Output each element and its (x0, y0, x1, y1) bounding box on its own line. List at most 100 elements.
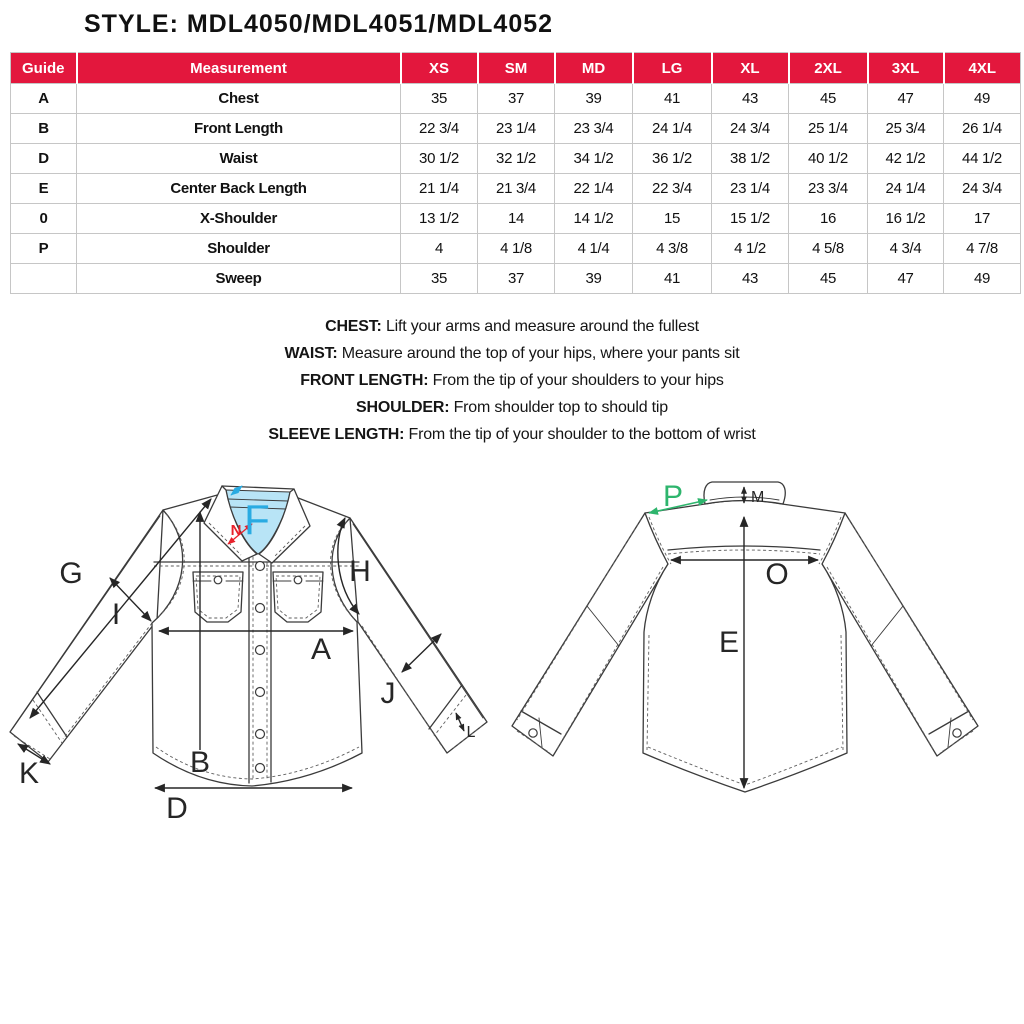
stitching (361, 625, 444, 749)
value-cell: 38 1/2 (711, 143, 789, 174)
value-cell: 15 1/2 (711, 203, 789, 234)
label-M: M (751, 489, 764, 506)
value-cell: 4 5/8 (788, 233, 868, 264)
instruction-label: CHEST: (325, 318, 382, 335)
value-cell: 24 1/4 (632, 113, 712, 144)
instruction-label: SLEEVE LENGTH: (268, 426, 405, 443)
label-L: L (467, 724, 476, 741)
value-cell: 43 (711, 263, 789, 294)
instruction-label: SHOULDER: (356, 399, 450, 416)
button (254, 560, 266, 572)
stitching (646, 634, 844, 751)
instruction-line: CHEST: Lift your arms and measure around… (0, 313, 1024, 340)
value-cell: 49 (943, 83, 1021, 114)
value-cell: 23 3/4 (788, 173, 868, 204)
column-header-guide: Guide (10, 52, 77, 84)
value-cell: 14 1/2 (554, 203, 633, 234)
label-I: I (112, 598, 120, 631)
value-cell: 39 (554, 83, 633, 114)
value-cell: 42 1/2 (867, 143, 944, 174)
button (254, 602, 266, 614)
value-cell: 37 (477, 263, 555, 294)
measurement-cell: Center Back Length (76, 173, 401, 204)
column-header-2xl: 2XL (787, 52, 868, 84)
stitching (648, 516, 842, 565)
value-cell: 32 1/2 (477, 143, 555, 174)
shirt-measurement-diagram: G F N I H A B J K L D (9, 480, 979, 825)
table-row: Sweep 35 37 39 41 43 45 47 49 (10, 263, 1021, 294)
stitching (667, 549, 821, 555)
value-cell: 13 1/2 (400, 203, 478, 234)
label-F: F (244, 496, 270, 543)
button (254, 728, 266, 740)
value-cell: 45 (788, 83, 868, 114)
instruction-text: Measure around the top of your hips, whe… (341, 345, 740, 362)
instruction-line: FRONT LENGTH: From the tip of your shoul… (0, 367, 1024, 394)
value-cell: 23 1/4 (711, 173, 789, 204)
stitching (208, 522, 306, 558)
label-O: O (765, 558, 788, 591)
table-row: E Center Back Length 21 1/4 21 3/4 22 1/… (10, 173, 1021, 204)
guide-cell: A (10, 83, 77, 114)
stitching (451, 725, 483, 750)
value-cell: 24 3/4 (711, 113, 789, 144)
size-chart-table: Guide Measurement XS SM MD LG XL 2XL 3XL… (10, 52, 1021, 294)
value-cell: 44 1/2 (943, 143, 1021, 174)
value-cell: 4 (400, 233, 478, 264)
value-cell: 4 1/4 (554, 233, 633, 264)
value-cell: 16 1/2 (867, 203, 944, 234)
value-cell: 17 (943, 203, 1021, 234)
value-cell: 21 3/4 (477, 173, 555, 204)
value-cell: 35 (400, 263, 478, 294)
value-cell: 4 7/8 (943, 233, 1021, 264)
cuff-slit (947, 717, 952, 748)
value-cell: 49 (943, 263, 1021, 294)
guide-cell: 0 (10, 203, 77, 234)
collar-right-point (258, 488, 311, 564)
instruction-text: Lift your arms and measure around the fu… (385, 318, 699, 335)
instruction-text: From the tip of your shoulder to the bot… (408, 426, 756, 443)
front-left-sleeve (9, 509, 164, 763)
arrow-L-cuff-width (455, 712, 465, 732)
table-row: B Front Length 22 3/4 23 1/4 23 3/4 24 1… (10, 113, 1021, 144)
label-A: A (311, 633, 331, 666)
cuff-button (952, 728, 962, 738)
elbow-seam (870, 605, 904, 647)
label-B: B (190, 746, 210, 779)
page-title: STYLE: MDL4050/MDL4051/MDL4052 (84, 10, 554, 38)
label-G: G (59, 557, 82, 590)
back-view-diagram: P M O E (511, 480, 979, 793)
measurement-cell: Sweep (76, 263, 401, 294)
value-cell: 25 1/4 (788, 113, 868, 144)
value-cell: 22 3/4 (400, 113, 478, 144)
value-cell: 45 (788, 263, 868, 294)
value-cell: 43 (711, 83, 789, 114)
back-right-cuff-seam (928, 710, 970, 735)
collar-stand-line (227, 498, 289, 510)
cuff-slit (538, 717, 543, 748)
value-cell: 24 1/4 (867, 173, 944, 204)
column-header-md: MD (553, 52, 633, 84)
value-cell: 47 (867, 83, 944, 114)
instruction-label: WAIST: (284, 345, 338, 362)
front-right-cuff-seam (428, 684, 463, 730)
header-row: Guide Measurement XS SM MD LG XL 2XL 3XL… (10, 52, 1021, 84)
arrow-F-collar (230, 485, 243, 496)
button (254, 644, 266, 656)
pocket-button (293, 575, 303, 585)
column-header-4xl: 4XL (942, 52, 1021, 84)
table-row: P Shoulder 4 4 1/8 4 1/4 4 3/8 4 1/2 4 5… (10, 233, 1021, 264)
value-cell: 30 1/2 (400, 143, 478, 174)
garment-diagrams: G F N I H A B J K L D (0, 450, 1024, 890)
value-cell: 40 1/2 (788, 143, 868, 174)
value-cell: 14 (477, 203, 555, 234)
value-cell: 35 (400, 83, 478, 114)
table-row: D Waist 30 1/2 32 1/2 34 1/2 36 1/2 38 1… (10, 143, 1021, 174)
value-cell: 4 3/8 (632, 233, 712, 264)
value-cell: 37 (477, 83, 555, 114)
guide-cell: D (10, 143, 77, 174)
front-view-diagram: G F N I H A B J K L D (9, 485, 488, 825)
measurement-cell: X-Shoulder (76, 203, 401, 234)
column-header-lg: LG (631, 52, 712, 84)
value-cell: 39 (554, 263, 633, 294)
